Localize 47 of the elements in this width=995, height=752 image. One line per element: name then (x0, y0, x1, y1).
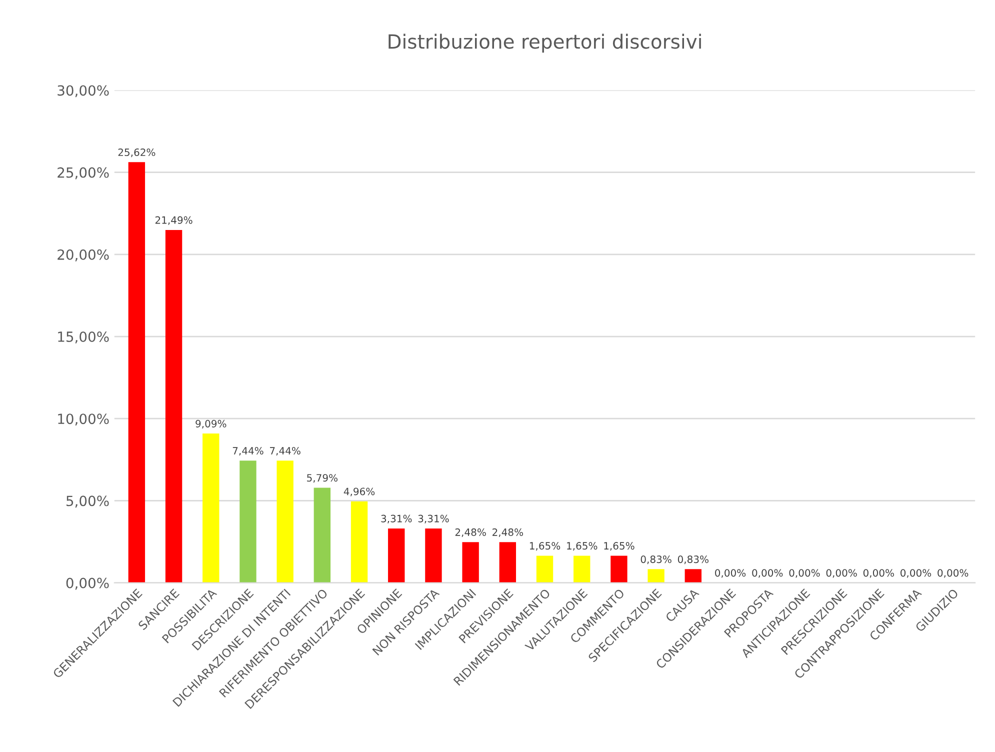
data-label: 3,31% (381, 514, 412, 524)
data-label: 3,31% (418, 514, 449, 524)
bar (388, 528, 405, 583)
data-label: 4,96% (344, 488, 375, 496)
y-tick-label: 15,00% (58, 331, 109, 344)
data-label: 0,00% (863, 569, 894, 578)
data-label: 0,83% (678, 556, 708, 564)
bar (350, 501, 368, 583)
bar (536, 556, 554, 583)
data-label: 0,83% (640, 556, 672, 564)
data-label: 1,65% (567, 542, 598, 551)
bar (574, 556, 590, 583)
bar (240, 460, 256, 583)
bar (276, 460, 294, 583)
data-label: 0,00% (826, 569, 857, 578)
data-label: 21,49% (155, 216, 192, 225)
data-label: 7,44% (232, 446, 264, 456)
y-tick-label: 25,00% (58, 167, 109, 180)
y-tick-label: 0,00% (66, 578, 109, 590)
data-label: 2,48% (492, 528, 523, 537)
chart-title: Distribuzione repertori discorsivi (388, 34, 701, 53)
data-label: 0,00% (752, 569, 783, 578)
data-label: 0,00% (900, 569, 932, 578)
bar (648, 569, 664, 583)
bar (202, 434, 220, 583)
y-tick-label: 10,00% (58, 414, 109, 426)
bar (462, 542, 479, 583)
data-label: 0,00% (789, 569, 820, 578)
bar (684, 569, 702, 583)
y-tick-label: 30,00% (58, 85, 109, 98)
data-label: 0,00% (938, 569, 968, 578)
y-tick-label: 5,00% (66, 496, 109, 508)
data-label: 25,62% (118, 148, 156, 158)
data-label: 7,44% (270, 446, 300, 456)
bar (128, 162, 146, 583)
data-label: 5,79% (307, 474, 338, 483)
data-label: 1,65% (530, 542, 560, 551)
bar (499, 542, 516, 583)
bar (425, 528, 442, 583)
data-label: 0,00% (715, 569, 746, 578)
data-label: 9,09% (196, 420, 226, 428)
data-label: 1,65% (604, 542, 634, 551)
y-tick-label: 20,00% (58, 249, 109, 262)
data-label: 2,48% (455, 528, 486, 537)
bar (610, 556, 628, 583)
bar (314, 488, 331, 583)
bar (165, 230, 182, 583)
